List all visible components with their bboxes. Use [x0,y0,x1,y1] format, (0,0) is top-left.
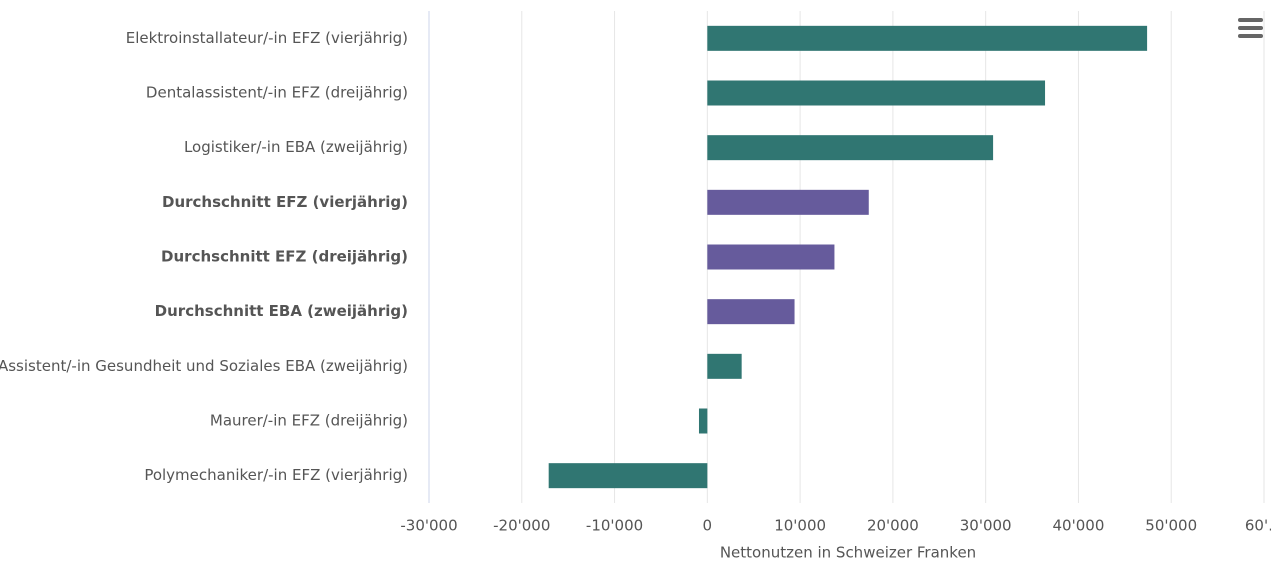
x-tick-label: 60'… [1245,517,1271,535]
y-tick-label: Durchschnitt EBA (zweijährig) [155,302,408,320]
bar [707,299,795,325]
x-axis-title: Nettonutzen in Schweizer Franken [720,544,976,562]
x-tick-label: 30'000 [960,517,1012,535]
y-tick-label: Durchschnitt EFZ (dreijährig) [161,248,408,266]
bar [707,80,1046,106]
y-tick-label: Logistiker/-in EBA (zweijährig) [184,138,408,156]
bar [707,353,742,379]
menu-button[interactable] [1238,18,1263,38]
menu-bar [1238,34,1263,38]
y-tick-label: Polymechaniker/-in EFZ (vierjährig) [144,466,408,484]
bar [698,408,708,434]
x-tick-label: -20'000 [493,517,550,535]
bar [707,189,869,215]
bar [707,25,1148,51]
y-tick-label: Dentalassistent/-in EFZ (dreijährig) [146,84,408,102]
x-tick-label: -10'000 [586,517,643,535]
x-tick-label: -30'000 [400,517,457,535]
bar [548,463,708,489]
menu-bar [1238,18,1263,22]
y-tick-label: Durchschnitt EFZ (vierjährig) [162,193,408,211]
bar [707,135,994,161]
x-tick-label: 0 [703,517,713,535]
x-tick-label: 10'000 [774,517,826,535]
menu-bar [1238,26,1263,30]
x-tick-label: 40'000 [1053,517,1105,535]
y-tick-label: Assistent/-in Gesundheit und Soziales EB… [0,357,408,375]
y-tick-label: Maurer/-in EFZ (dreijährig) [210,412,408,430]
bar [707,244,835,270]
y-tick-label: Elektroinstallateur/-in EFZ (vierjährig) [126,29,408,47]
x-tick-label: 50'000 [1145,517,1197,535]
x-tick-label: 20'000 [867,517,919,535]
